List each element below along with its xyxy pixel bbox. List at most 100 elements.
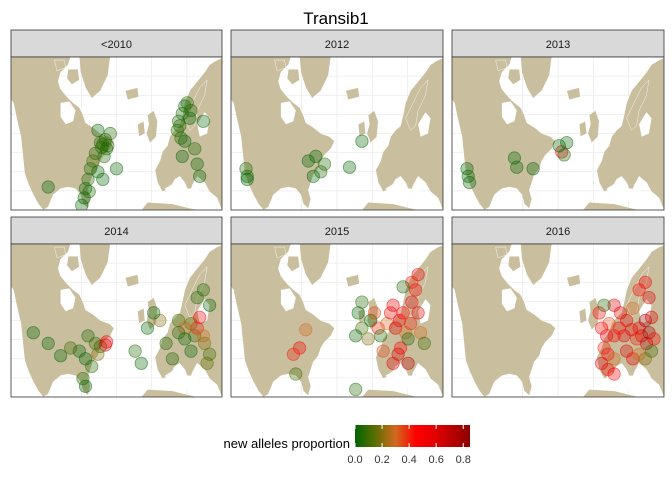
facet-panel: 2013 — [451, 29, 665, 211]
map-point — [134, 356, 148, 370]
map-point — [607, 329, 621, 343]
facet-panel: 2012 — [230, 29, 444, 211]
facet-panel: 2016 — [451, 216, 665, 398]
water-shape — [501, 101, 517, 125]
map-point — [462, 175, 477, 190]
panel-plot-area — [231, 244, 443, 397]
panel-plot-area — [452, 244, 664, 397]
map-point — [594, 321, 609, 335]
facet-panels: <2010 2012 2013 2014 2015 2016 — [10, 29, 665, 398]
water-shape — [385, 182, 431, 207]
land-shape — [141, 389, 198, 397]
map-point — [376, 344, 390, 358]
land-shape — [141, 202, 198, 210]
map-point — [200, 356, 214, 370]
land-shape — [566, 87, 581, 101]
map-point — [644, 344, 659, 358]
land-shape — [520, 244, 553, 286]
land-shape — [286, 256, 300, 272]
map-point — [41, 180, 55, 194]
map-point — [361, 332, 375, 346]
facet-panel: <2010 — [10, 29, 223, 211]
water-shape — [385, 369, 431, 394]
map-point — [597, 341, 611, 355]
facet-strip — [230, 216, 444, 245]
land-shape — [366, 110, 379, 144]
land-shape — [146, 297, 158, 331]
map-point — [196, 114, 210, 128]
map-point — [510, 160, 524, 174]
chart-title: Transib1 — [303, 9, 369, 28]
land-shape — [54, 59, 66, 72]
panel-border — [451, 243, 665, 398]
basemap — [452, 57, 664, 210]
map-point — [183, 111, 197, 125]
map-point — [317, 157, 332, 171]
map-point — [203, 298, 217, 312]
water-shape — [197, 112, 210, 137]
legend-title: new alleles proportion — [224, 436, 350, 451]
map-point — [299, 323, 313, 337]
map-point — [26, 326, 40, 340]
map-point — [396, 280, 410, 294]
legend: new alleles proportion 0.0 0.2 0.4 0.6 0.8 — [224, 425, 471, 466]
land-shape — [231, 244, 335, 397]
map-point — [128, 344, 142, 358]
water-shape — [60, 101, 76, 125]
land-shape — [405, 79, 429, 131]
map-point — [607, 367, 621, 381]
map-point — [309, 149, 323, 163]
legend-colorbar — [355, 425, 470, 447]
land-shape — [274, 59, 287, 72]
map-point — [617, 329, 631, 343]
panel-plot-area — [11, 244, 222, 397]
map-point — [592, 306, 606, 320]
map-point — [190, 157, 204, 171]
map-point — [552, 139, 566, 153]
map-point — [355, 134, 369, 148]
panel-plot-area — [452, 57, 664, 210]
map-point — [83, 162, 98, 176]
panel-border — [451, 56, 665, 211]
land-shape — [146, 110, 158, 144]
map-point — [355, 295, 369, 309]
land-shape — [66, 69, 80, 85]
land-shape — [495, 246, 508, 259]
map-point — [170, 123, 184, 137]
facet-strip-label: 2013 — [546, 39, 570, 51]
land-shape — [452, 244, 556, 397]
map-point — [349, 329, 363, 343]
map-point — [91, 347, 105, 361]
water-shape — [280, 288, 296, 312]
map-point — [91, 165, 105, 179]
map-point — [64, 341, 78, 355]
facet-strip-label: 2012 — [325, 39, 349, 51]
map-point — [103, 126, 117, 141]
land-shape — [66, 256, 80, 272]
land-shape — [507, 256, 521, 272]
map-point — [165, 352, 179, 366]
map-point — [175, 149, 189, 163]
map-point — [417, 336, 431, 350]
land-shape — [626, 79, 650, 131]
land-shape — [587, 110, 600, 144]
land-shape — [361, 202, 419, 210]
map-point — [560, 136, 574, 150]
map-point — [96, 172, 110, 186]
map-point — [75, 198, 89, 210]
land-shape — [345, 274, 360, 288]
map-point — [607, 352, 621, 366]
land-shape — [357, 120, 366, 137]
map-point — [647, 332, 661, 346]
map-point — [373, 329, 388, 343]
land-shape — [79, 244, 111, 286]
map-point — [642, 290, 656, 305]
map-point — [401, 356, 415, 370]
land-shape — [345, 87, 360, 101]
water-shape — [197, 299, 210, 324]
water-shape — [606, 369, 652, 394]
facet-strip-label: 2015 — [325, 226, 349, 238]
map-point — [342, 160, 357, 174]
map-point — [371, 321, 385, 335]
